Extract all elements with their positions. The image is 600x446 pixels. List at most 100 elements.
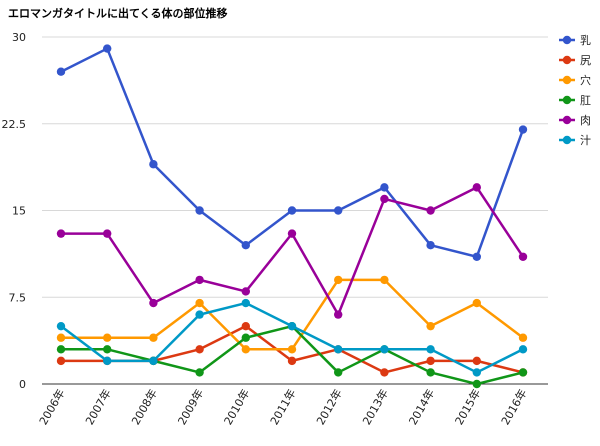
- legend-item: 尻: [559, 54, 591, 67]
- data-point: [56, 356, 66, 366]
- data-point: [287, 345, 297, 354]
- legend-label: 肛: [580, 94, 591, 107]
- data-point: [195, 275, 204, 285]
- series-4: [56, 321, 528, 389]
- x-tick-label: 2008年: [128, 387, 160, 428]
- data-point: [241, 333, 250, 342]
- x-tick-label: 2010年: [221, 387, 253, 428]
- data-point: [380, 194, 389, 204]
- data-point: [287, 206, 297, 215]
- data-point: [195, 368, 204, 377]
- y-tick-label: 15: [12, 205, 26, 218]
- data-point: [149, 333, 158, 342]
- legend-item: 乳: [559, 34, 591, 47]
- data-point: [380, 275, 389, 285]
- y-tick-label: 0: [19, 378, 26, 391]
- data-point: [241, 241, 250, 250]
- data-point: [426, 241, 435, 250]
- x-tick-label: 2015年: [452, 387, 484, 428]
- x-tick-label: 2016年: [498, 387, 530, 428]
- x-tick-label: 2009年: [175, 387, 207, 428]
- x-tick-label: 2011年: [267, 387, 299, 428]
- series-6: [56, 298, 528, 377]
- series-line: [61, 324, 524, 386]
- series-lines: [56, 44, 528, 389]
- data-point: [103, 345, 112, 354]
- data-point: [103, 333, 112, 342]
- legend-item: 肉: [559, 114, 591, 127]
- data-point: [426, 345, 435, 354]
- data-point: [472, 368, 481, 377]
- legend-item: 肛: [559, 94, 591, 107]
- legend-marker-icon: [562, 75, 572, 85]
- x-tick-label: 2006年: [36, 387, 68, 428]
- data-point: [472, 356, 481, 366]
- legend-label: 穴: [580, 73, 591, 87]
- data-point: [195, 310, 204, 319]
- legend-marker-icon: [562, 35, 572, 45]
- series-1: [56, 44, 528, 261]
- x-axis-ticks: 2006年 2007年 2008年 2009年 2010年 2011年 2012年 2013年…: [36, 387, 530, 428]
- data-point: [380, 183, 389, 192]
- data-point: [472, 379, 481, 389]
- data-point: [195, 298, 204, 308]
- data-point: [380, 345, 389, 354]
- data-point: [56, 67, 66, 76]
- data-point: [518, 368, 528, 377]
- data-point: [103, 356, 112, 366]
- data-point: [426, 206, 435, 215]
- data-point: [334, 275, 343, 285]
- data-point: [472, 298, 481, 308]
- y-axis-ticks: 0 7.5 15 22.5 30: [2, 31, 27, 391]
- data-point: [241, 321, 250, 331]
- data-point: [195, 206, 204, 215]
- data-point: [426, 368, 435, 377]
- data-point: [241, 287, 250, 296]
- data-point: [149, 356, 158, 366]
- data-point: [56, 229, 66, 238]
- data-point: [472, 252, 481, 261]
- y-tick-label: 22.5: [2, 118, 27, 131]
- data-point: [472, 183, 481, 192]
- data-point: [103, 229, 112, 238]
- x-tick-label: 2013年: [359, 387, 391, 428]
- data-point: [334, 345, 343, 354]
- legend-marker-icon: [562, 135, 572, 145]
- legend-label: 尻: [580, 54, 591, 67]
- y-tick-label: 7.5: [9, 291, 27, 304]
- chart-title: エロマンガタイトルに出てくる体の部位推移: [8, 6, 227, 20]
- series-5: [56, 183, 528, 319]
- data-point: [334, 368, 343, 377]
- data-point: [518, 125, 528, 134]
- legend-item: 穴: [559, 73, 591, 87]
- legend-label: 汁: [580, 134, 591, 147]
- series-3: [56, 275, 528, 354]
- data-point: [195, 345, 204, 354]
- legend-label: 肉: [580, 114, 591, 127]
- data-point: [426, 356, 435, 366]
- data-point: [287, 229, 297, 238]
- data-point: [103, 44, 112, 53]
- x-tick-label: 2014年: [406, 387, 438, 428]
- y-tick-label: 30: [12, 31, 26, 44]
- legend-item: 汁: [559, 134, 591, 147]
- x-tick-label: 2007年: [82, 387, 114, 428]
- data-point: [56, 333, 66, 342]
- data-point: [426, 321, 435, 331]
- data-point: [241, 345, 250, 354]
- data-point: [518, 345, 528, 354]
- data-point: [518, 333, 528, 342]
- x-tick-label: 2012年: [313, 387, 345, 428]
- data-point: [380, 368, 389, 377]
- data-point: [287, 356, 297, 366]
- data-point: [334, 310, 343, 319]
- data-point: [56, 345, 66, 354]
- data-point: [56, 321, 66, 331]
- series-line: [60, 47, 525, 259]
- series-line: [61, 278, 524, 351]
- data-point: [334, 206, 343, 215]
- data-point: [241, 298, 250, 308]
- legend-marker-icon: [562, 95, 572, 105]
